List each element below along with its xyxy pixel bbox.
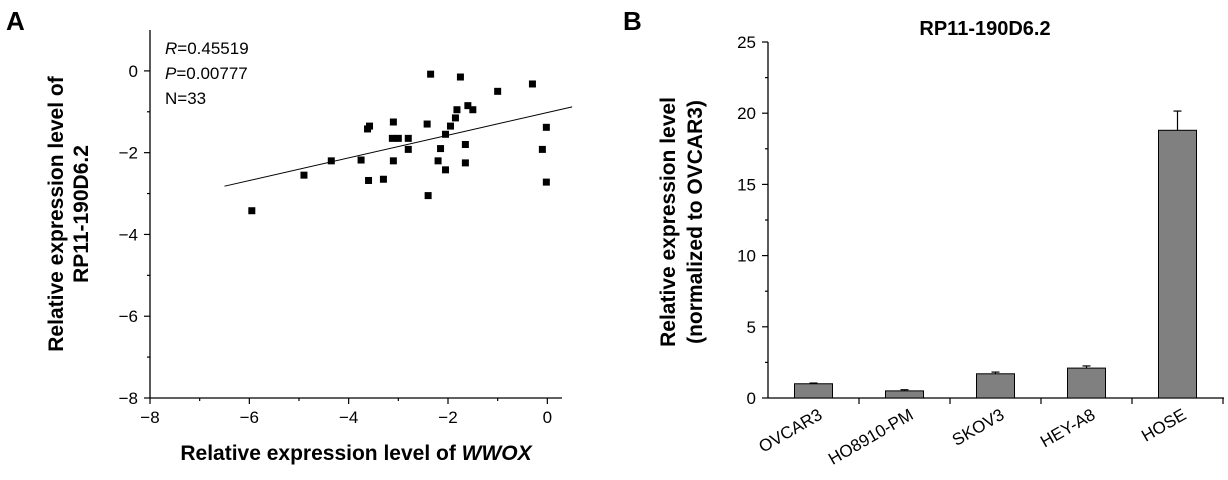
panel-a-data-point [528,80,536,88]
panel-b: B RP11-190D6.2 0 5 10 15 20 25 OVCAR3 HO8910-P… [623,6,1224,469]
panel-a: A −8 −6 −4 −2 0 −8 −6 −4 −2 0 Relative expressio… [6,6,573,465]
panel-a-data-point [461,159,469,167]
panel-b-category-label: HEY-A8 [1037,405,1098,451]
panel-b-category-label: HOSE [1138,405,1189,446]
panel-a-data-point [388,134,396,142]
panel-a-n-annotation: N=33 [165,89,206,108]
panel-a-data-point [437,145,445,153]
panel-b-y-tick-label: 5 [747,318,756,337]
panel-b-y-tick-label: 10 [737,247,756,266]
panel-a-data-point [300,171,308,179]
panel-a-data-point [453,106,461,114]
panel-a-y-ticks: −8 −6 −4 −2 0 [119,62,150,408]
panel-a-r-symbol: R [165,39,177,58]
panel-b-category-label: HO8910-PM [825,405,916,469]
panel-a-y-tick-label: 0 [129,62,138,81]
panel-b-y-tick-label: 15 [737,175,756,194]
panel-a-data-point [427,70,435,78]
panel-b-bar [794,383,833,399]
panel-a-x-tick-label: −2 [438,408,457,427]
panel-a-x-axis-title-gene: WWOX [462,442,534,465]
panel-a-data-points [248,70,550,215]
panel-a-regression-line [224,106,573,187]
panel-a-data-point [424,192,432,200]
panel-b-bar [885,390,924,399]
panel-a-data-point [366,122,374,130]
panel-b-y-ticks: 0 5 10 15 20 25 [737,33,768,408]
panel-a-data-point [379,175,387,183]
panel-a-data-point [461,140,469,148]
panel-b-letter: B [623,6,642,36]
panel-a-y-axis-title-line2: RP11-190D6.2 [70,145,93,283]
panel-a-data-point [423,120,431,128]
panel-a-p-symbol: P [165,64,177,83]
panel-a-data-point [248,207,256,215]
panel-a-data-point [542,123,550,131]
panel-a-r-annotation: R=0.45519 [165,39,249,58]
panel-a-x-tick-label: −4 [339,408,358,427]
panel-a-data-point [404,145,412,153]
panel-a-data-point [446,122,454,130]
panel-b-y-axis-title-line1: Relative expression level [657,97,680,347]
panel-a-y-tick-label: −6 [119,307,138,326]
panel-b-bar [976,373,1015,399]
panel-a-data-point [434,157,442,165]
panel-b-y-tick-label: 0 [747,389,756,408]
panel-b-category-label: SKOV3 [949,405,1008,450]
panel-a-y-tick-label: −4 [119,225,138,244]
panel-b-category-label: OVCAR3 [755,405,825,456]
panel-a-p-annotation: P=0.00777 [165,64,248,83]
panel-b-bar [1158,129,1197,399]
panel-a-x-tick-label: 0 [543,408,552,427]
panel-a-data-point [357,156,365,164]
panel-a-x-ticks: −8 −6 −4 −2 0 [140,398,552,427]
panel-b-bar [1067,367,1106,399]
panel-a-data-point [365,176,373,184]
panel-b-y-tick-label: 20 [737,104,756,123]
panel-a-data-point [389,118,397,126]
panel-a-x-tick-label: −6 [240,408,259,427]
panel-a-data-point [389,157,397,165]
panel-a-data-point [442,130,450,138]
panel-a-data-point [494,87,502,95]
panel-a-p-value: =0.00777 [176,64,247,83]
panel-b-bars: OVCAR3 HO8910-PM SKOV3 HEY-A8 HOSE [755,110,1224,469]
panel-a-data-point [464,102,472,110]
panel-a-letter: A [6,6,25,36]
panel-a-y-tick-label: −8 [119,389,138,408]
panel-a-data-point [469,106,477,114]
panel-b-y-tick-label: 25 [737,33,756,52]
panel-a-x-axis-title-prefix: Relative expression level of [180,442,461,465]
panel-a-r-value: =0.45519 [177,39,248,58]
panel-a-data-point [451,114,459,122]
panel-a-data-point [542,178,550,186]
panel-a-data-point [456,73,464,81]
panel-a-y-tick-label: −2 [119,144,138,163]
panel-a-x-axis-title: Relative expression level of WWOX [180,442,533,465]
panel-a-data-point [394,134,402,142]
panel-a-data-point [442,166,450,174]
panel-a-y-axis-title-line1: Relative expression level of [45,75,68,351]
panel-b-y-axis-title-line2: (normalized to OVCAR3) [684,100,707,344]
panel-a-x-tick-label: −8 [140,408,159,427]
panel-b-chart-title: RP11-190D6.2 [919,18,1050,40]
panel-a-data-point [327,157,335,165]
panel-a-data-point [538,145,546,153]
panel-a-data-point [404,134,412,142]
